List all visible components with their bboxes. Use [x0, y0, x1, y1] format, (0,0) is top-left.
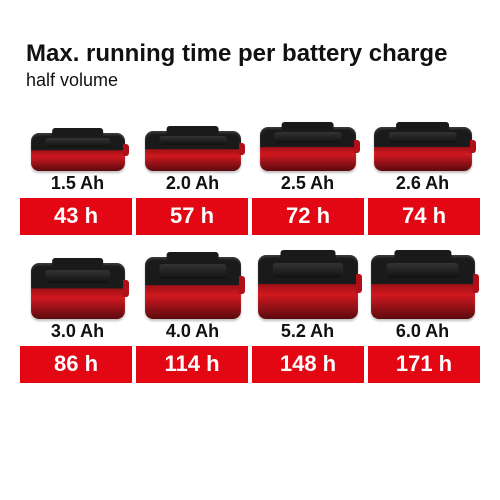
page-subtitle: half volume [26, 70, 480, 91]
hours-value: 57 h [136, 198, 248, 235]
battery-cell: 3.0 Ah [20, 245, 135, 344]
battery-icon [253, 249, 363, 319]
battery-icon [23, 249, 133, 319]
battery-icon [368, 101, 478, 171]
capacity-label: 2.5 Ah [281, 173, 334, 194]
battery-cell: 2.6 Ah [365, 97, 480, 196]
hours-value: 43 h [20, 198, 132, 235]
battery-icon [253, 101, 363, 171]
battery-icon [23, 101, 133, 171]
battery-icon [138, 249, 248, 319]
capacity-label: 3.0 Ah [51, 321, 104, 342]
hours-value: 74 h [368, 198, 480, 235]
hours-value: 72 h [252, 198, 364, 235]
battery-cell: 2.5 Ah [250, 97, 365, 196]
capacity-label: 2.0 Ah [166, 173, 219, 194]
infographic-container: Max. running time per battery charge hal… [0, 0, 500, 500]
battery-cell: 2.0 Ah [135, 97, 250, 196]
battery-cell: 1.5 Ah [20, 97, 135, 196]
capacity-label: 5.2 Ah [281, 321, 334, 342]
hours-value: 86 h [20, 346, 132, 383]
capacity-label: 6.0 Ah [396, 321, 449, 342]
battery-cell: 4.0 Ah [135, 245, 250, 344]
capacity-label: 4.0 Ah [166, 321, 219, 342]
capacity-label: 1.5 Ah [51, 173, 104, 194]
battery-icon [368, 249, 478, 319]
hours-row: 86 h 114 h 148 h 171 h [20, 346, 480, 383]
battery-icon [138, 101, 248, 171]
page-title: Max. running time per battery charge [26, 40, 480, 68]
hours-value: 148 h [252, 346, 364, 383]
hours-row: 43 h 57 h 72 h 74 h [20, 198, 480, 235]
hours-value: 171 h [368, 346, 480, 383]
battery-cell: 6.0 Ah [365, 245, 480, 344]
battery-grid: 1.5 Ah 2.0 Ah 2.5 Ah 2.6 Ah 43 h 57 h 72… [20, 97, 480, 383]
hours-value: 114 h [136, 346, 248, 383]
capacity-label: 2.6 Ah [396, 173, 449, 194]
battery-cell: 5.2 Ah [250, 245, 365, 344]
